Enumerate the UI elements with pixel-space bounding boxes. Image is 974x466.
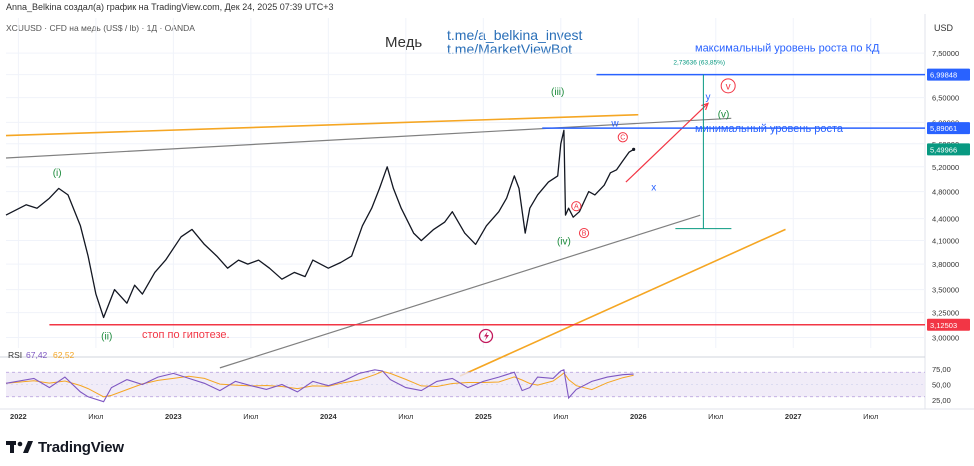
last-price-point — [632, 147, 636, 152]
currency-label: USD — [934, 23, 954, 33]
time-tick-label: 2027 — [785, 412, 802, 421]
price-tick-label: 3,80000 — [932, 260, 959, 269]
price-tag-label: 6,99848 — [930, 71, 957, 80]
wave-label: (ii) — [101, 332, 112, 343]
chart-title: Медь — [385, 34, 422, 51]
trendline-lower-gray — [219, 214, 701, 369]
time-tick-label: 2024 — [320, 412, 338, 421]
wave-circle-label: B — [582, 231, 587, 238]
price-series — [5, 129, 636, 319]
price-tick-label: 4,10000 — [932, 237, 959, 246]
rsi-tick-label: 25,00 — [932, 396, 951, 405]
wave-label: (v) — [718, 109, 730, 120]
price-tick-label: 7,50000 — [932, 49, 959, 58]
wave-label: y — [706, 92, 711, 103]
rsi-ma-line — [5, 370, 634, 398]
time-tick-label: Июл — [398, 412, 413, 421]
wave-label: (iv) — [557, 236, 571, 247]
rsi-tick-label: 75,00 — [932, 365, 951, 374]
price-tick-label: 4,80000 — [932, 188, 959, 197]
wave-circle — [571, 201, 582, 212]
trendline-upper-orange — [5, 113, 639, 137]
price-grid — [6, 18, 925, 348]
tradingview-logo-icon — [6, 441, 33, 453]
time-tick-label: Июл — [553, 412, 568, 421]
time-tick-label: Июл — [708, 412, 723, 421]
price-tag-label: 3,12503 — [930, 321, 957, 330]
price-tick-label: 3,25000 — [932, 309, 959, 318]
time-tick-label: 2026 — [630, 412, 647, 421]
chart-attribution: Anna_Belkina создал(а) график на Trading… — [6, 2, 334, 12]
telegram-link-1[interactable]: t.me/a_belkina_invest — [447, 27, 583, 43]
trendline-upper-gray — [5, 117, 732, 159]
chart-frame[interactable]: XCUUSD · CFD на медь (US$ / lb) · 1Д · O… — [0, 14, 974, 424]
wave-circle-label: A — [574, 204, 579, 211]
measure-label: 2,73636 (63,85%) — [673, 60, 725, 67]
rsi-name: RSI — [8, 350, 22, 360]
chart-svg[interactable]: XCUUSD · CFD на медь (US$ / lb) · 1Д · O… — [0, 14, 974, 424]
time-tick-label: Июл — [863, 412, 878, 421]
price-tick-label: 5,20000 — [932, 163, 959, 172]
wave-circle — [720, 78, 736, 94]
time-tick-label: 2023 — [165, 412, 182, 421]
trendlines — [5, 102, 786, 377]
price-tags: 6,99848 5,89061 5,49966 3,12503 — [927, 68, 970, 331]
wave-circle-label: C — [620, 135, 625, 142]
rsi-value: 67,42 — [26, 350, 48, 360]
price-tick-label: 6,50000 — [932, 94, 959, 103]
footer: TradingView — [6, 434, 124, 460]
price-tick-label: 3,00000 — [932, 333, 959, 342]
rsi-ma-value: 62,52 — [53, 350, 75, 360]
wave-label: (iii) — [551, 87, 564, 98]
measure-tool: 2,73636 (63,85%) — [673, 60, 732, 230]
level-label: стоп по гипотезе. — [142, 329, 230, 341]
rsi-pane: 75,00 50,00 25,00 — [5, 365, 951, 405]
trendline-lower-orange — [459, 228, 786, 377]
wave-label: w — [610, 119, 619, 130]
level-label: максимальный уровень роста по КД — [695, 43, 880, 55]
rsi-tick-label: 50,00 — [932, 381, 951, 390]
price-tag-box — [927, 143, 970, 156]
symbol-line: XCUUSD · CFD на медь (US$ / lb) · 1Д · O… — [6, 23, 195, 33]
level-label: минимальный уровень роста — [695, 123, 844, 135]
price-tag-label: 5,49966 — [930, 145, 957, 154]
time-tick-label: Июл — [243, 412, 258, 421]
wave-label: x — [651, 182, 656, 193]
price-tick-label: 3,50000 — [932, 286, 959, 295]
horizontal-levels: максимальный уровень роста по КД минималь… — [49, 43, 925, 341]
trendline-projection — [625, 102, 709, 183]
price-line — [5, 129, 634, 319]
time-tick-label: 2022 — [10, 412, 27, 421]
telegram-link-2[interactable]: t.me/MarketViewBot — [447, 41, 572, 57]
wave-circle — [578, 227, 590, 239]
time-tick-label: 2025 — [475, 412, 492, 421]
wave-circle-label: v — [726, 81, 731, 92]
tradingview-brand: TradingView — [38, 438, 124, 456]
price-tag-box — [927, 68, 970, 81]
price-tag-box — [927, 318, 970, 331]
wave-circle — [617, 132, 628, 143]
lightning-icon[interactable] — [478, 328, 494, 344]
price-tag-box — [927, 122, 970, 135]
wave-annotations: (i) (ii) (iii) (iv) (v) w x y A B Cv — [53, 78, 736, 343]
wave-label: (i) — [53, 168, 62, 179]
time-axis[interactable]: 2022 Июл 2023 Июл 2024 Июл 2025 Июл 2026 Июл 2027 И… — [10, 412, 878, 421]
rsi-line — [5, 369, 634, 403]
price-tick-label: 4,40000 — [932, 215, 959, 224]
time-tick-label: Июл — [88, 412, 103, 421]
price-tag-label: 5,89061 — [930, 124, 957, 133]
